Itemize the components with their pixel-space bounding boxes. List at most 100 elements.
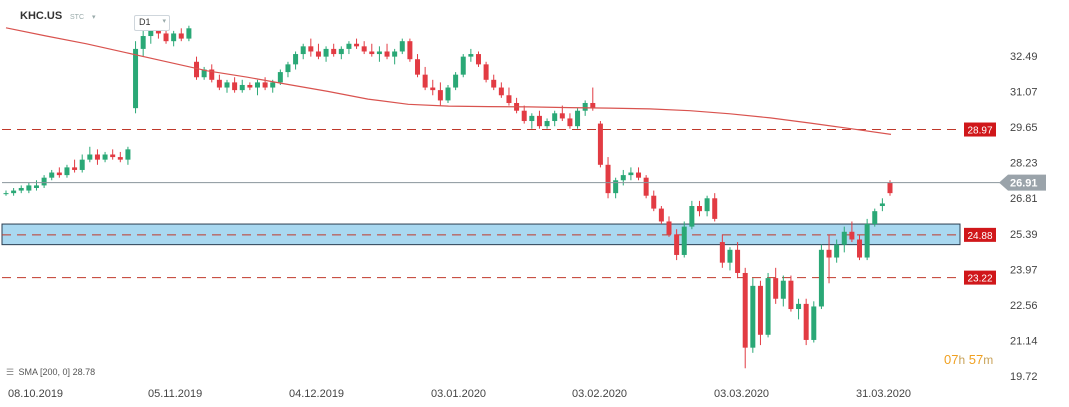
candle-body[interactable] <box>765 278 771 335</box>
candle-body[interactable] <box>849 231 855 240</box>
candle-body[interactable] <box>194 61 200 78</box>
candle-body[interactable] <box>437 90 443 101</box>
candle-body[interactable] <box>346 43 352 49</box>
candle-body[interactable] <box>643 177 649 196</box>
candle-body[interactable] <box>597 123 603 165</box>
candle-body[interactable] <box>666 221 672 235</box>
candle-body[interactable] <box>872 211 878 225</box>
candle-body[interactable] <box>658 208 664 222</box>
candle-body[interactable] <box>582 102 588 111</box>
timeframe-select[interactable]: D1 ▾ <box>134 15 170 31</box>
candle-body[interactable] <box>247 84 253 88</box>
candle-body[interactable] <box>841 231 847 245</box>
candle-body[interactable] <box>270 82 276 88</box>
candle-body[interactable] <box>384 51 390 57</box>
candle-body[interactable] <box>826 249 832 258</box>
candle-body[interactable] <box>491 79 497 88</box>
candle-body[interactable] <box>72 167 78 170</box>
candle-body[interactable] <box>186 28 192 39</box>
candle-body[interactable] <box>277 72 283 83</box>
candle-body[interactable] <box>361 46 367 52</box>
candle-body[interactable] <box>636 172 642 178</box>
candle-body[interactable] <box>788 280 794 310</box>
candle-body[interactable] <box>155 30 161 34</box>
candle-body[interactable] <box>415 59 421 75</box>
candle-body[interactable] <box>796 303 802 310</box>
candle-body[interactable] <box>681 226 687 255</box>
candle-body[interactable] <box>704 198 710 212</box>
candle-body[interactable] <box>742 272 748 348</box>
candle-body[interactable] <box>117 157 123 160</box>
candle-body[interactable] <box>773 278 779 299</box>
candle-body[interactable] <box>605 164 611 194</box>
candle-body[interactable] <box>651 195 657 209</box>
candle-body[interactable] <box>575 110 581 127</box>
candle-body[interactable] <box>620 175 626 181</box>
candle-body[interactable] <box>354 43 360 47</box>
candle-body[interactable] <box>780 280 786 299</box>
candle-body[interactable] <box>857 239 863 258</box>
candle-body[interactable] <box>369 51 375 55</box>
candle-body[interactable] <box>483 64 489 80</box>
candle-body[interactable] <box>567 118 573 127</box>
candle-body[interactable] <box>232 82 238 91</box>
candle-body[interactable] <box>125 149 131 160</box>
candle-body[interactable] <box>757 285 763 335</box>
candle-body[interactable] <box>536 115 542 127</box>
candle-body[interactable] <box>445 87 451 101</box>
candle-body[interactable] <box>506 95 512 103</box>
symbol-label[interactable]: KHC.US <box>20 10 63 22</box>
candle-body[interactable] <box>719 242 725 263</box>
candle-body[interactable] <box>323 48 329 57</box>
candle-body[interactable] <box>460 56 466 75</box>
candle-body[interactable] <box>818 249 824 307</box>
candle-body[interactable] <box>239 84 245 91</box>
candle-body[interactable] <box>285 64 291 73</box>
candle-body[interactable] <box>475 54 481 65</box>
candle-body[interactable] <box>163 33 169 42</box>
candle-body[interactable] <box>544 121 550 127</box>
candle-body[interactable] <box>315 51 321 57</box>
candle-body[interactable] <box>178 33 184 39</box>
candle-body[interactable] <box>3 193 9 195</box>
candle-body[interactable] <box>735 249 741 273</box>
candle-body[interactable] <box>33 185 39 188</box>
candle-body[interactable] <box>201 69 207 78</box>
candle-body[interactable] <box>811 306 817 340</box>
candle-body[interactable] <box>887 182 893 194</box>
candle-body[interactable] <box>79 159 85 170</box>
candle-body[interactable] <box>590 102 596 109</box>
candle-body[interactable] <box>422 74 428 88</box>
candle-body[interactable] <box>529 115 535 122</box>
candle-body[interactable] <box>102 154 108 160</box>
candle-body[interactable] <box>140 36 146 49</box>
candle-body[interactable] <box>56 172 62 176</box>
candle-body[interactable] <box>559 113 565 119</box>
candle-body[interactable] <box>628 172 634 176</box>
sma-200-line[interactable] <box>5 27 892 135</box>
candle-body[interactable] <box>498 87 504 96</box>
candle-body[interactable] <box>254 82 260 88</box>
candle-body[interactable] <box>133 48 139 109</box>
candle-body[interactable] <box>407 41 413 60</box>
candle-body[interactable] <box>750 285 756 348</box>
candle-body[interactable] <box>110 154 116 158</box>
candle-body[interactable] <box>338 48 344 55</box>
candle-body[interactable] <box>216 79 222 88</box>
candle-body[interactable] <box>49 172 55 178</box>
candle-body[interactable] <box>430 87 436 91</box>
candle-body[interactable] <box>376 51 382 55</box>
candle-body[interactable] <box>224 82 230 88</box>
candle-body[interactable] <box>171 33 177 42</box>
candle-body[interactable] <box>331 48 337 55</box>
candle-body[interactable] <box>879 203 885 207</box>
candle-body[interactable] <box>803 303 809 340</box>
candle-body[interactable] <box>689 206 695 227</box>
candle-body[interactable] <box>468 54 474 57</box>
candle-body[interactable] <box>293 54 299 65</box>
candle-body[interactable] <box>712 198 718 219</box>
candle-body[interactable] <box>262 82 268 88</box>
candle-body[interactable] <box>864 224 870 258</box>
candle-body[interactable] <box>11 190 17 194</box>
